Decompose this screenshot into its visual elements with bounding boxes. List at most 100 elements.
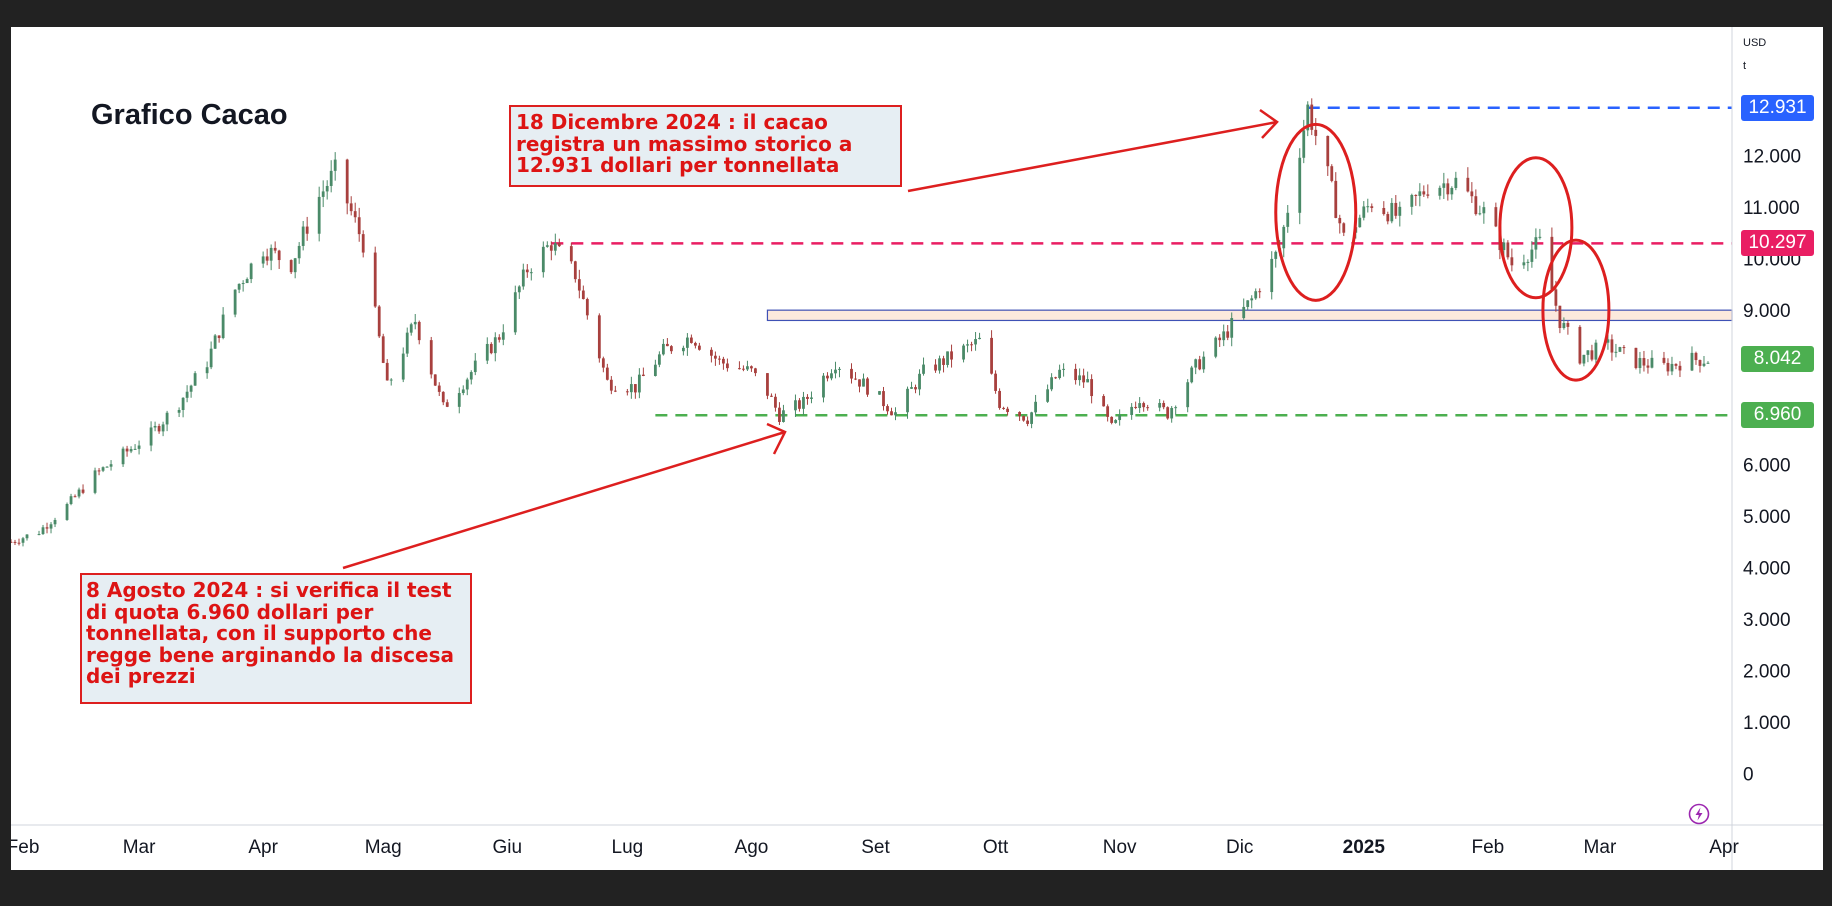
candle-body bbox=[461, 389, 465, 394]
candle-body bbox=[1610, 339, 1614, 353]
candle-body bbox=[798, 400, 801, 409]
candle-body bbox=[497, 337, 501, 340]
candle-body bbox=[1026, 420, 1029, 424]
candle-body bbox=[597, 315, 601, 359]
candle-body bbox=[317, 196, 321, 234]
annotation-arrow-top bbox=[907, 120, 1278, 193]
candle-body bbox=[1666, 362, 1670, 372]
candle-body bbox=[345, 159, 349, 204]
candle-body bbox=[1442, 183, 1446, 188]
candle-body bbox=[233, 289, 237, 315]
annotation-arrowhead-bottom bbox=[766, 422, 787, 455]
candle-body bbox=[878, 391, 881, 395]
candle-body bbox=[681, 347, 685, 352]
candle-body bbox=[1522, 262, 1526, 266]
candle-body bbox=[1370, 206, 1374, 208]
candle-body bbox=[517, 286, 521, 293]
y-tick-label: 6.000 bbox=[1743, 456, 1791, 477]
candle-body bbox=[269, 247, 273, 261]
annotation-line: 18 Dicembre 2024 : il cacao bbox=[516, 110, 828, 134]
candle-body bbox=[806, 396, 809, 399]
candle-body bbox=[834, 369, 837, 374]
annotation-line: di quota 6.960 dollari per bbox=[86, 599, 374, 624]
candle-body bbox=[1078, 375, 1082, 381]
candle-body bbox=[493, 337, 497, 354]
candle-body bbox=[1194, 359, 1198, 368]
candle-body bbox=[265, 256, 269, 261]
candle-body bbox=[1382, 207, 1386, 215]
candle-body bbox=[1694, 352, 1698, 361]
candle-body bbox=[1554, 289, 1558, 306]
candle-body bbox=[1646, 365, 1650, 368]
x-tick-label: Ott bbox=[983, 837, 1009, 858]
x-tick-label: Mar bbox=[1584, 837, 1617, 858]
candle-body bbox=[1422, 191, 1426, 195]
candle-body bbox=[361, 234, 365, 253]
x-tick-label: Lug bbox=[612, 837, 644, 858]
y-tick-label: 11.000 bbox=[1743, 198, 1800, 219]
x-tick-label: Feb bbox=[1471, 837, 1504, 858]
candle-body bbox=[405, 332, 409, 354]
resistance-zone bbox=[766, 309, 1733, 322]
candle-body bbox=[49, 524, 53, 529]
annotation-line: 12.931 dollari per tonnellata bbox=[516, 153, 840, 178]
candle-body bbox=[541, 246, 545, 273]
candle-body bbox=[613, 390, 617, 392]
y-tick-label: 9.000 bbox=[1743, 301, 1791, 322]
candle-body bbox=[53, 519, 57, 525]
x-tick-label: Feb bbox=[11, 837, 39, 858]
candle-body bbox=[1162, 402, 1166, 408]
candle-body bbox=[1230, 318, 1234, 338]
candle-body bbox=[81, 489, 85, 493]
candle-body bbox=[1050, 377, 1054, 390]
candle-body bbox=[838, 368, 841, 370]
price-badge: 6.960 bbox=[1741, 402, 1814, 429]
candle-body bbox=[1358, 217, 1362, 228]
candle-body bbox=[1558, 305, 1562, 329]
candle-body bbox=[1110, 416, 1114, 423]
candle-body bbox=[1330, 166, 1334, 181]
y-tick-label: 0 bbox=[1743, 765, 1754, 786]
candle-body bbox=[1054, 377, 1058, 379]
x-tick-label: Giu bbox=[492, 837, 522, 858]
candle-body bbox=[1634, 347, 1638, 369]
x-tick-label: Set bbox=[861, 837, 890, 858]
candle-body bbox=[1578, 326, 1582, 364]
candle-body bbox=[774, 396, 777, 408]
candle-body bbox=[1134, 406, 1138, 408]
candle-body bbox=[1494, 207, 1498, 227]
price-badge: 8.042 bbox=[1741, 346, 1814, 373]
candle-body bbox=[978, 337, 981, 340]
annotation-box-bottom: 8 Agosto 2024 : si verifica il test di q… bbox=[80, 573, 472, 704]
candle-body bbox=[137, 445, 141, 449]
candle-body bbox=[1650, 357, 1654, 368]
candle-body bbox=[121, 448, 125, 465]
candle-body bbox=[249, 263, 253, 280]
candle-body bbox=[718, 358, 721, 360]
candle-body bbox=[1086, 379, 1090, 383]
candle-body bbox=[794, 400, 797, 411]
candle-body bbox=[782, 410, 785, 422]
candle-body bbox=[1082, 375, 1086, 383]
candle-body bbox=[109, 464, 113, 467]
candle-body bbox=[1338, 217, 1342, 224]
candle-body bbox=[1326, 135, 1330, 167]
candle-body bbox=[1242, 306, 1246, 319]
candle-body bbox=[129, 449, 133, 452]
candle-body bbox=[301, 226, 305, 246]
y-tick-label: 3.000 bbox=[1743, 610, 1791, 631]
candle-body bbox=[69, 496, 73, 504]
candle-body bbox=[1454, 177, 1458, 188]
candle-body bbox=[213, 335, 217, 349]
flash-icon[interactable] bbox=[1688, 803, 1710, 825]
candle-body bbox=[1002, 407, 1005, 409]
candle-body bbox=[914, 387, 917, 390]
candle-body bbox=[754, 368, 757, 374]
x-tick-label: Apr bbox=[248, 837, 278, 858]
candle-body bbox=[1314, 129, 1318, 136]
candle-body bbox=[882, 391, 885, 407]
candle-body bbox=[922, 364, 925, 374]
candle-body bbox=[665, 343, 669, 347]
candle-body bbox=[101, 467, 105, 471]
candle-body bbox=[1102, 396, 1106, 407]
